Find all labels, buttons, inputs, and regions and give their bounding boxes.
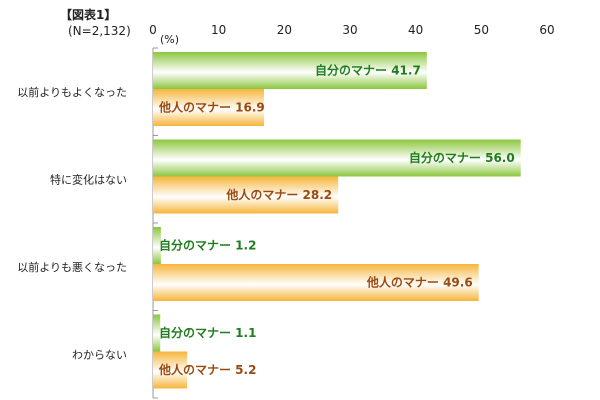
category-label: 以前よりもよくなった <box>17 85 127 99</box>
unit-label: (%) <box>160 33 180 46</box>
bar-other-manner <box>153 264 479 301</box>
x-tick-label: 30 <box>342 23 357 37</box>
bar-self-manner <box>153 52 427 89</box>
x-tick-label: 40 <box>408 23 423 37</box>
sample-size-label: (N=2,132) <box>68 24 131 38</box>
chart-title: 【図表1】 <box>60 8 117 22</box>
data-label: 自分のマナー 41.7 <box>315 63 421 78</box>
bar-self-manner <box>153 227 161 264</box>
data-label: 他人のマナー 5.2 <box>158 362 256 377</box>
data-label: 自分のマナー 1.1 <box>159 325 256 340</box>
category-label: 特に変化はない <box>50 172 127 186</box>
category-label: 以前よりも悪くなった <box>17 260 127 274</box>
category-label: わからない <box>72 348 127 361</box>
x-tick-label: 10 <box>211 23 226 37</box>
bar-other-manner <box>153 176 339 214</box>
x-tick-label: 50 <box>474 23 489 37</box>
bar-other-manner <box>153 89 264 126</box>
data-label: 他人のマナー 49.6 <box>366 275 473 290</box>
bar-other-manner <box>153 351 188 389</box>
data-label: 他人のマナー 28.2 <box>225 187 332 202</box>
data-label: 他人のマナー 16.9 <box>158 100 265 115</box>
x-tick-label: 60 <box>539 23 554 37</box>
x-tick-label: 20 <box>277 23 292 37</box>
data-label: 自分のマナー 1.2 <box>159 238 256 253</box>
x-tick-label: 0 <box>149 23 157 37</box>
bar-self-manner <box>153 314 161 352</box>
bar-self-manner <box>153 139 521 177</box>
data-label: 自分のマナー 56.0 <box>409 150 515 165</box>
